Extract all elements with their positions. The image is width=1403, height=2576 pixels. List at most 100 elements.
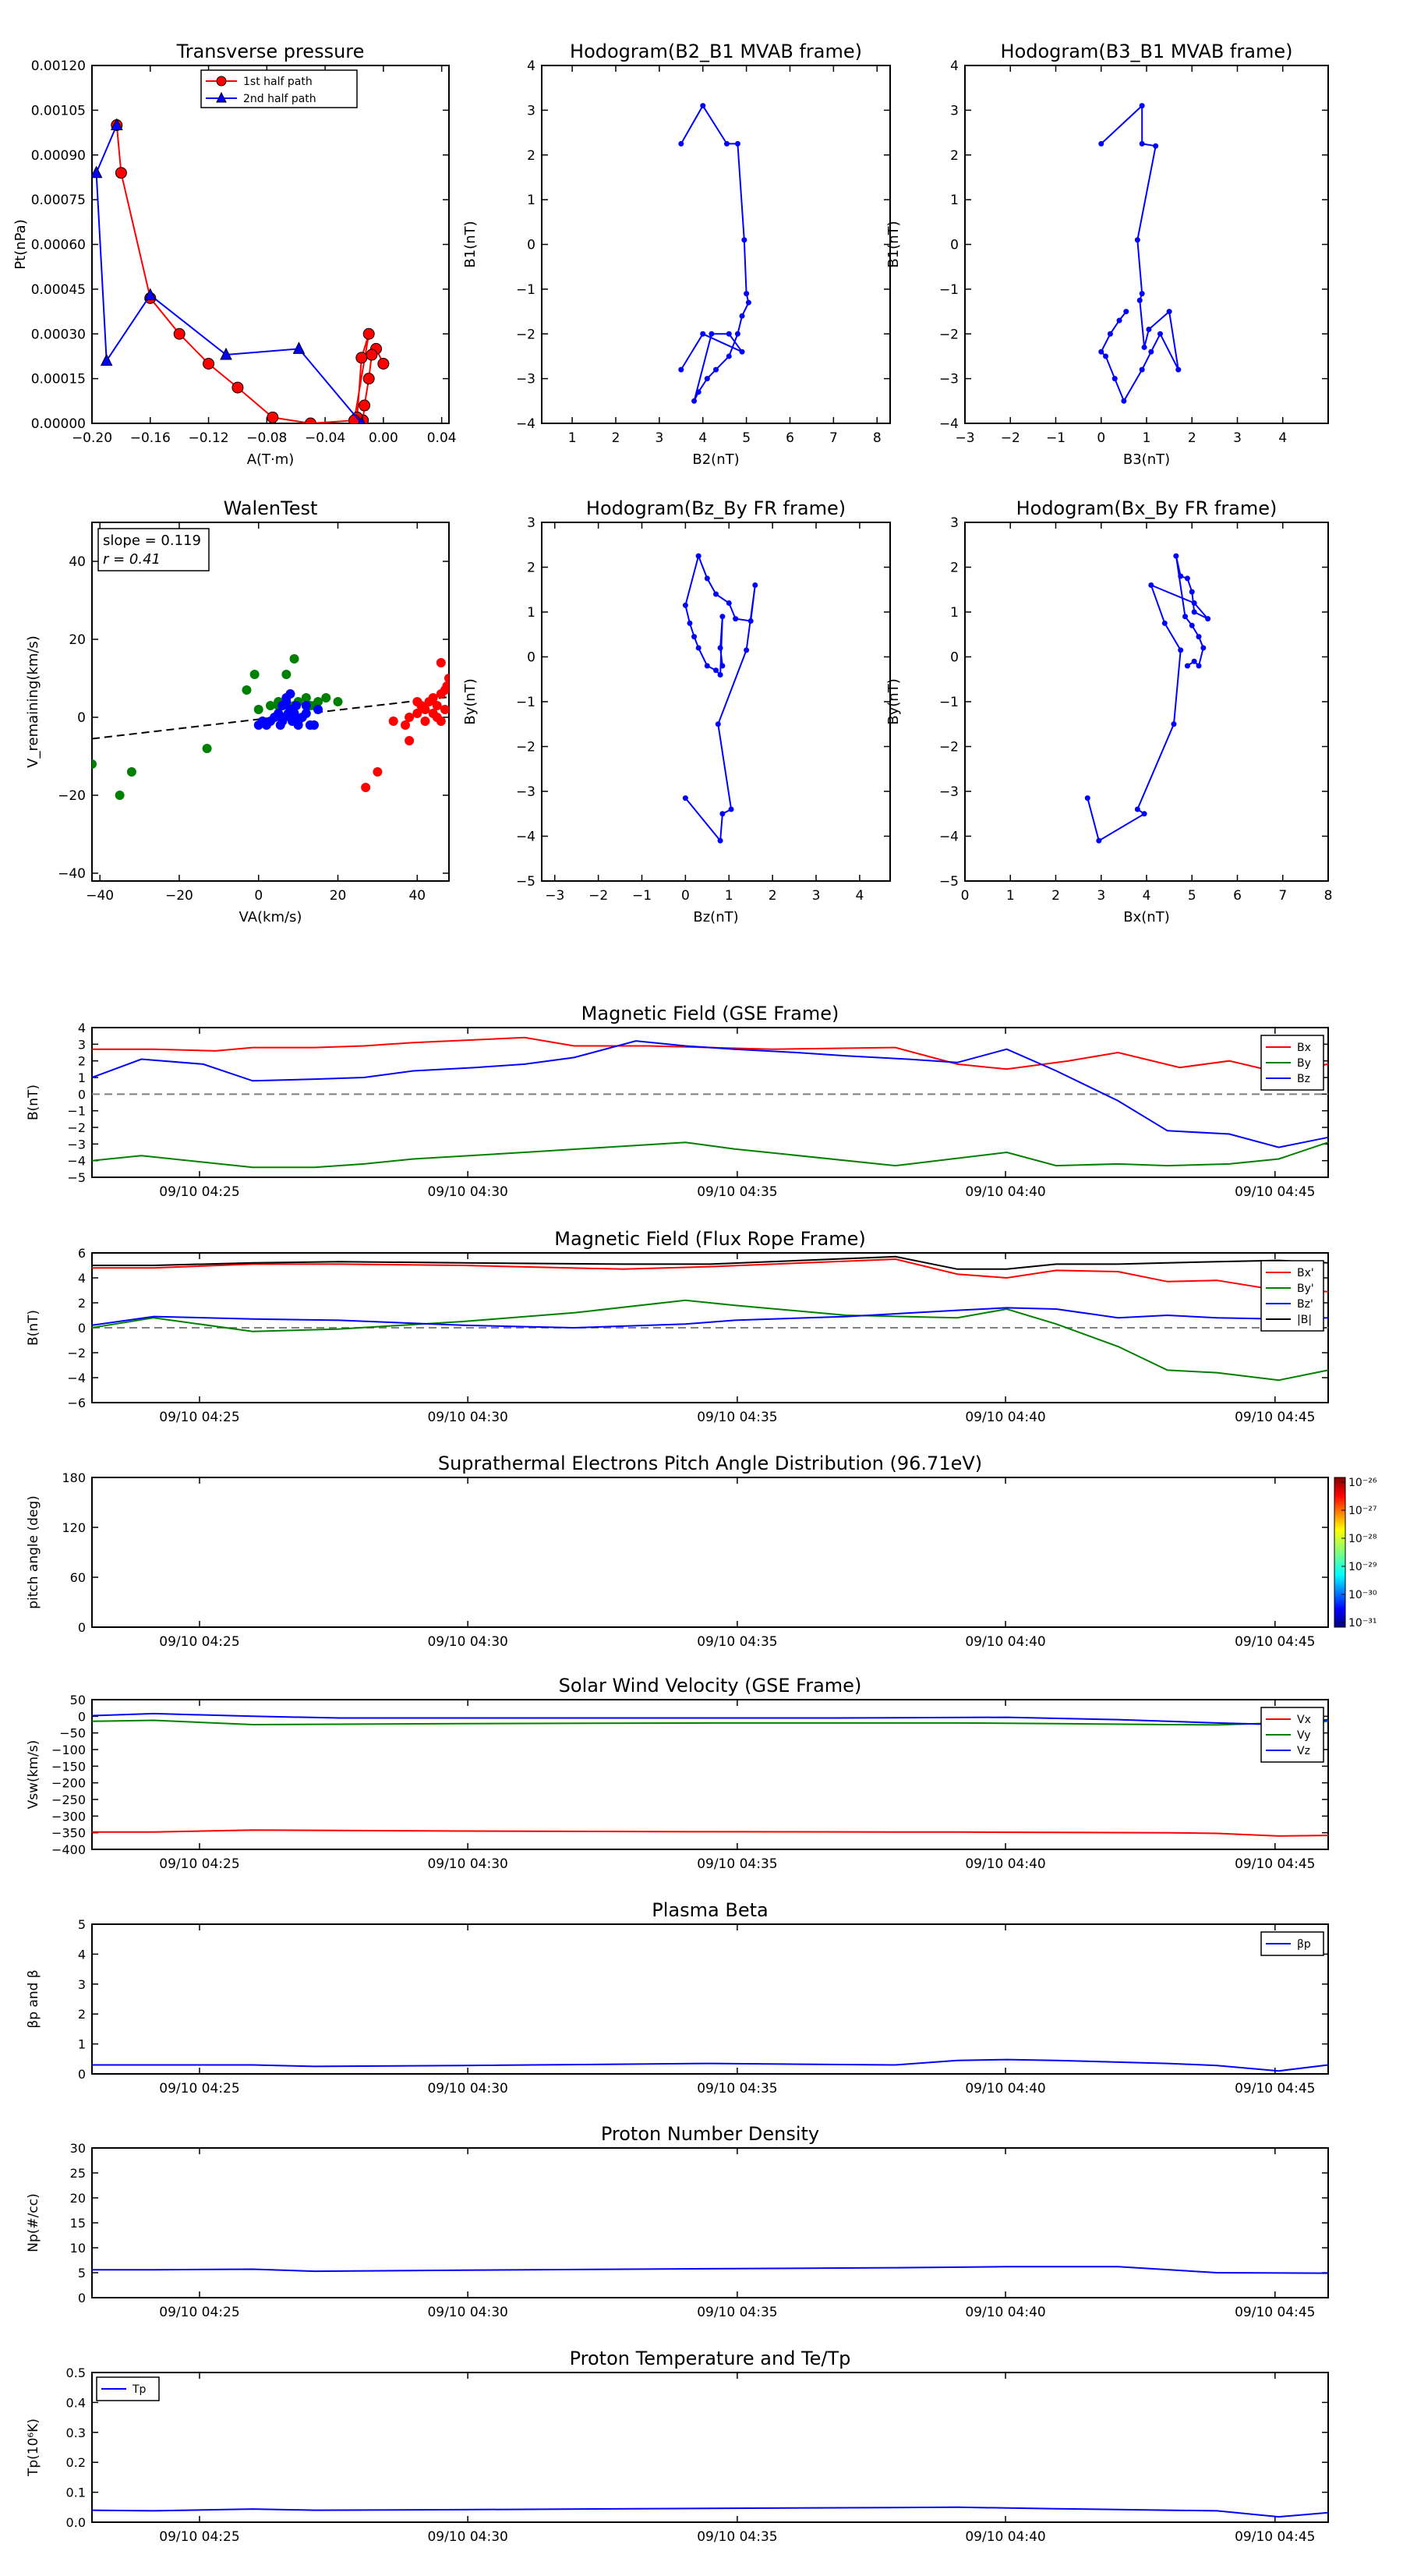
- beta-ytick-label: 3: [78, 1977, 86, 1992]
- pad-colorbar-label: 10⁻³⁰: [1348, 1589, 1377, 1601]
- mag_fr-ytick-label: −2: [67, 1346, 86, 1361]
- h1-axes: 1 2 3 4 5 6 7 8 −4 −3 −2 −1 0 1 2 3 4 Hodogram(B2_B1 MVAB…: [462, 41, 891, 468]
- h4-ytick-label: 1: [950, 605, 959, 621]
- h4-axes: 0 1 2 3 4 5 6 7 8 −5 −4 −3 −2 −1 0 1 2 3 Hodogram(Bx_By FR…: [885, 497, 1332, 925]
- tp-xlabel: A(T·m): [247, 451, 295, 468]
- h3-point: [726, 600, 732, 606]
- mag_fr-ytick-label: −6: [67, 1396, 86, 1410]
- h4-point: [1173, 553, 1179, 559]
- mag_fr-legend-label: By': [1297, 1283, 1314, 1295]
- h4-point: [1141, 811, 1147, 817]
- h2-point: [1098, 349, 1104, 355]
- tp-xtick-label: −0.08: [246, 430, 287, 446]
- vsw-legend-label: Vz: [1297, 1745, 1310, 1757]
- h2-xtick-label: −2: [1001, 430, 1020, 446]
- walen-point-green: [321, 693, 331, 702]
- walen-xlabel: VA(km/s): [239, 909, 302, 925]
- h2-ytick-label: −3: [939, 372, 959, 387]
- tp-xtick-label: −0.04: [305, 430, 345, 446]
- h1-ytick-label: 0: [527, 238, 535, 253]
- pad-ytick-label: 120: [62, 1520, 86, 1535]
- h3-point: [717, 672, 723, 678]
- h2-point: [1139, 103, 1145, 109]
- tp-ylabel: Pt(nPa): [12, 219, 29, 269]
- h3-xtick-label: 4: [855, 888, 864, 904]
- h2-point: [1111, 376, 1118, 382]
- h2-xtick-label: 1: [1143, 430, 1151, 446]
- vsw-frame: [91, 1699, 1329, 1850]
- vsw-legend-label: Vx: [1297, 1714, 1311, 1726]
- h3-series-line-0: [684, 553, 756, 843]
- h3-plot: [682, 553, 758, 844]
- mag_gse-series-0: [92, 1036, 1329, 1074]
- mag_fr-xtick-label: 09/10 04:35: [697, 1410, 777, 1425]
- h1-point: [745, 299, 751, 306]
- h4-ytick-label: −5: [939, 874, 959, 890]
- walen-point-green: [253, 705, 263, 714]
- tp-point: [231, 381, 244, 394]
- beta-axes: Plasma Beta βp and β 0 1 2 3 4 5 09/10 04:25 09/1…: [26, 1899, 1329, 2097]
- vsw-ytick-label: −50: [59, 1726, 86, 1741]
- h4-point: [1178, 573, 1184, 579]
- h3-xtick-label: −2: [588, 888, 608, 904]
- h1-point: [744, 291, 750, 297]
- h4-ytick-label: −4: [939, 830, 959, 845]
- h2-point: [1157, 331, 1163, 337]
- h1-point: [741, 237, 747, 243]
- np-xtick-label: 09/10 04:45: [1235, 2305, 1315, 2320]
- pad-colorbar-label: 10⁻²⁹: [1348, 1561, 1377, 1573]
- tp_temp-xtick-label: 09/10 04:40: [965, 2529, 1045, 2545]
- h3-ytick-label: 0: [527, 650, 535, 666]
- vsw-ylabel: Vsw(km/s): [26, 1740, 41, 1810]
- h2-ytick-label: −1: [939, 282, 959, 298]
- h3-xtick-label: −3: [545, 888, 564, 904]
- h1-ytick-label: 2: [527, 148, 535, 164]
- tp-legend: 1st half path 2nd half path: [200, 69, 358, 108]
- h4-point: [1161, 620, 1168, 626]
- h2-xtick-label: 3: [1233, 430, 1242, 446]
- mag_gse-series-2: [91, 1040, 1329, 1148]
- np-ytick-label: 0: [78, 2291, 86, 2305]
- walen-ytick-label: 40: [69, 554, 86, 570]
- mag_fr-series-0: [92, 1258, 1329, 1293]
- tp-legend-label: 2nd half path: [243, 93, 316, 105]
- h3-point: [695, 553, 702, 559]
- h1-point: [726, 353, 732, 359]
- h1-point: [739, 349, 745, 355]
- pad-xtick-label: 09/10 04:40: [965, 1634, 1045, 1650]
- tp-point: [362, 327, 375, 340]
- h4-point: [1205, 616, 1211, 622]
- h2-point: [1107, 331, 1113, 337]
- h4-ytick-label: 0: [950, 650, 959, 666]
- pad-title: Suprathermal Electrons Pitch Angle Distr…: [438, 1453, 982, 1474]
- mag_gse-ytick-label: 4: [78, 1021, 86, 1035]
- beta-ytick-label: 1: [78, 2037, 86, 2052]
- h2-point: [1153, 143, 1159, 149]
- tp-frame: [91, 65, 450, 424]
- pad-colorbar-label: 10⁻²⁶: [1348, 1477, 1377, 1489]
- h2-ylabel: B1(nT): [885, 221, 902, 267]
- h4-xtick-label: 0: [961, 888, 970, 904]
- h4-point: [1182, 614, 1189, 620]
- tp-ytick-label: 0.00120: [31, 58, 86, 74]
- mag_gse-xtick-label: 09/10 04:30: [427, 1184, 507, 1200]
- np-xtick-label: 09/10 04:25: [159, 2305, 239, 2320]
- mag_fr-xtick-label: 09/10 04:45: [1235, 1410, 1315, 1425]
- h2-point: [1123, 309, 1129, 315]
- vsw-ytick-label: −150: [51, 1759, 86, 1774]
- mag_fr-legend-label: |B|: [1297, 1314, 1312, 1326]
- mag_gse-xtick-label: 09/10 04:35: [697, 1184, 777, 1200]
- h3-xtick-label: −1: [632, 888, 652, 904]
- h1-ytick-label: −2: [516, 327, 535, 342]
- mag_gse-ytick-label: −3: [67, 1137, 86, 1152]
- beta-legend-label: βp: [1297, 1938, 1311, 1951]
- h3-xtick-label: 2: [769, 888, 777, 904]
- h1-point: [700, 331, 706, 337]
- mag_gse-legend: Bx By Bz: [1260, 1035, 1324, 1091]
- mag_gse-title: Magnetic Field (GSE Frame): [581, 1003, 839, 1024]
- pad-xtick-label: 09/10 04:25: [159, 1634, 239, 1650]
- h2-ytick-label: −2: [939, 327, 959, 342]
- walen-point-green: [333, 697, 343, 706]
- h1-title: Hodogram(B2_B1 MVAB frame): [570, 41, 862, 62]
